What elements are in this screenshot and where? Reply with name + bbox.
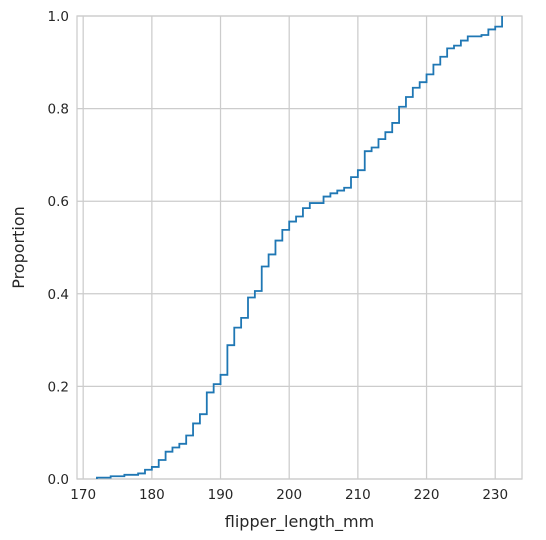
x-tick-label: 180 <box>139 487 165 503</box>
plot-frame <box>76 15 523 480</box>
x-tick-label: 210 <box>345 487 371 503</box>
ecdf-step-line <box>96 16 503 479</box>
x-tick-label: 220 <box>414 487 440 503</box>
y-tick-label: 0.6 <box>48 194 69 210</box>
x-tick-label: 170 <box>70 487 96 503</box>
x-axis-label: flipper_length_mm <box>225 512 374 532</box>
y-axis-label: Proportion <box>9 206 28 289</box>
y-tick-label: 0.4 <box>48 287 69 303</box>
series-layer <box>96 16 503 479</box>
y-tick-label: 1.0 <box>48 9 69 25</box>
y-tick-label: 0.0 <box>48 472 69 488</box>
x-tick-label: 190 <box>208 487 234 503</box>
x-tick-labels: 170 180 190 200 210 220 230 <box>70 487 508 503</box>
x-tick-label: 230 <box>482 487 508 503</box>
x-tick-label: 200 <box>276 487 302 503</box>
y-tick-label: 0.2 <box>48 379 69 395</box>
y-tick-label: 0.8 <box>48 102 69 118</box>
y-tick-labels: 0.0 0.2 0.4 0.6 0.8 1.0 <box>48 9 69 488</box>
plot-background <box>77 16 522 479</box>
